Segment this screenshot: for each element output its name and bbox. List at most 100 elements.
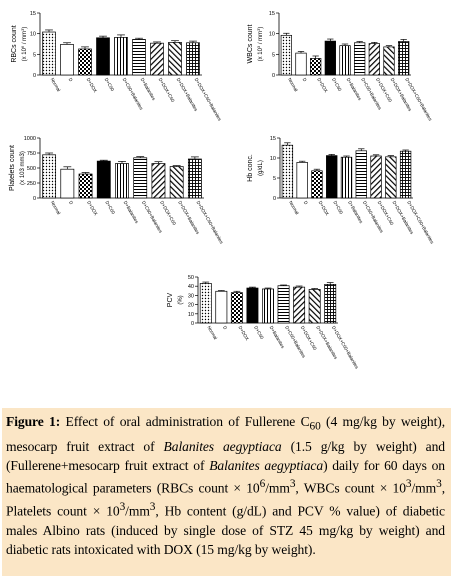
bar-d xyxy=(296,162,308,199)
y-tick-label: 5 xyxy=(272,52,275,58)
x-tick-label: D+Balanites xyxy=(140,77,157,102)
bar-d-dox xyxy=(230,292,243,324)
y-tick-label: 10 xyxy=(269,32,275,38)
y-tick-label: 0 xyxy=(33,196,36,202)
y-tick-label: 0 xyxy=(272,73,275,79)
x-tick-label: D+DOX+C60+Balanites xyxy=(194,77,223,122)
x-tick-label: D+DOX+C60+Balanites xyxy=(331,325,360,370)
caption-text: (4 mg/kg by weight), mesocarp fruit extr… xyxy=(6,414,446,454)
bar-d-c60 xyxy=(246,287,259,324)
x-tick-label: D+C60 xyxy=(253,325,265,340)
y-axis-unit-part: (x 103 mm3) xyxy=(20,151,26,185)
x-tick-label: D+C60 xyxy=(104,200,116,215)
y-axis-unit-part: ) xyxy=(22,27,28,29)
x-tick-label: D+DOX+C60 xyxy=(158,77,176,103)
x-tick-label: D+DOX+C60+Balanites xyxy=(406,200,435,245)
bar-d-c60-balanites xyxy=(277,285,290,324)
bar-d-dox-c60-balanites xyxy=(398,41,410,76)
x-tick-label: D+DOX+C60+Balanites xyxy=(404,77,433,122)
y-tick-label: 10 xyxy=(270,156,276,162)
x-tick-label: D xyxy=(68,200,74,206)
y-tick-label: 10 xyxy=(30,32,36,38)
caption-sup: 6 xyxy=(259,478,266,491)
y-tick-label: 0 xyxy=(273,196,276,202)
bar-d-dox-balanites xyxy=(385,156,397,199)
bar-normal xyxy=(199,283,212,324)
bar-d-dox-c60-balanites xyxy=(186,42,200,76)
y-axis-label: RBCs count xyxy=(11,25,18,62)
bar-d-c60-balanites xyxy=(354,42,366,76)
bar-d-balanites xyxy=(132,39,146,76)
x-tick-label: D+Balanites xyxy=(269,325,286,350)
x-tick-label: D+C60 xyxy=(104,77,116,92)
x-tick-label: D+C60+Balanites xyxy=(141,200,164,234)
bar-d-dox-c60 xyxy=(368,43,380,76)
x-tick-label: D+DOX xyxy=(316,77,328,93)
platelets-chart: 0 250 500 750 1000 Platelets count (x 103 mm3)… xyxy=(9,136,225,245)
y-axis-unit: (x 103 mm3) xyxy=(20,151,26,185)
bar-d-dox-c60 xyxy=(151,163,166,199)
bar-d-dox-c60-balanites xyxy=(187,158,202,199)
bar-d-c60 xyxy=(96,37,110,76)
x-tick-label: Normal xyxy=(287,77,299,92)
y-axis-unit-part: 3 xyxy=(256,45,261,48)
y-tick-label: 50 xyxy=(188,275,194,281)
x-tick-label: D+DOX xyxy=(318,200,330,216)
pcv-chart: 0 10 20 30 40 50 PCV (%) Normal D D+DOX D+C60 D+Bala… xyxy=(167,275,360,370)
caption-sup: 3 xyxy=(149,501,156,514)
x-tick-label: D xyxy=(303,200,309,206)
caption-text: , Hb content (g/dL) and PCV % value) of … xyxy=(6,503,445,557)
charts-figure: 0 5 10 15 RBCs count (x 106 / mm3) Normal D D+DO… xyxy=(9,11,435,370)
x-tick-label: D+Balanites xyxy=(123,200,140,225)
y-axis-unit-part: (x 10 xyxy=(258,47,264,61)
y-tick-label: 15 xyxy=(30,11,36,17)
caption-label: Figure 1: xyxy=(6,414,61,429)
bar-normal xyxy=(281,144,294,199)
y-axis-unit-part: (g/dL) xyxy=(258,160,264,176)
y-axis-unit: (g/dL) xyxy=(258,160,264,176)
bar-d-balanites xyxy=(115,163,129,199)
bar-d-dox xyxy=(78,48,92,76)
caption-text: /mm xyxy=(265,480,290,496)
bar-d-dox-c60 xyxy=(293,286,306,324)
x-tick-label: D+C60 xyxy=(331,77,343,92)
bar-d-balanites xyxy=(340,156,353,199)
caption-text: , WBCs count × 10 xyxy=(295,480,406,496)
bar-d-c60-balanites xyxy=(355,150,367,199)
x-tick-label: D+C60+Balanites xyxy=(122,77,145,111)
bar-normal xyxy=(42,154,57,199)
x-tick-label: Normal xyxy=(50,200,62,215)
bar-d-dox xyxy=(78,173,93,199)
x-tick-label: D xyxy=(68,77,74,83)
x-tick-label: D+DOX xyxy=(238,325,250,341)
bar-d-dox-balanites xyxy=(169,166,184,199)
y-axis-unit: (x 106 / mm3) xyxy=(20,27,29,62)
bar-d xyxy=(60,168,75,199)
bar-d-dox-balanites xyxy=(308,289,321,324)
bar-d-dox-c60-balanites xyxy=(399,150,412,199)
y-tick-label: 0 xyxy=(191,321,194,327)
caption-sup: 3 xyxy=(405,478,412,491)
x-tick-label: D+DOX xyxy=(86,200,98,216)
y-tick-label: 0 xyxy=(33,73,36,79)
y-axis-unit-part: / mm xyxy=(22,31,28,46)
caption-species: Balanites aegyptiaca xyxy=(163,438,282,454)
bar-d-balanites xyxy=(339,45,351,76)
caption-text: /mm xyxy=(411,480,437,496)
bar-d-c60-balanites xyxy=(133,157,148,199)
bar-d-dox-balanites xyxy=(168,41,182,76)
bar-d-balanites xyxy=(262,288,274,324)
bar-d xyxy=(215,290,228,324)
caption-text: , Platelets count × 10 xyxy=(6,480,446,519)
bar-d-c60 xyxy=(324,40,336,76)
bar-d-dox-c60-balanites xyxy=(324,284,337,324)
bar-d-dox-balanites xyxy=(383,46,395,76)
y-tick-label: 40 xyxy=(188,284,194,290)
y-axis-unit: (x 103 / mm3) xyxy=(256,27,265,62)
y-tick-label: 30 xyxy=(188,293,194,299)
bar-d-c60 xyxy=(96,160,111,199)
y-axis-label: Platelets count xyxy=(9,145,16,191)
bar-d-c60 xyxy=(326,155,338,199)
